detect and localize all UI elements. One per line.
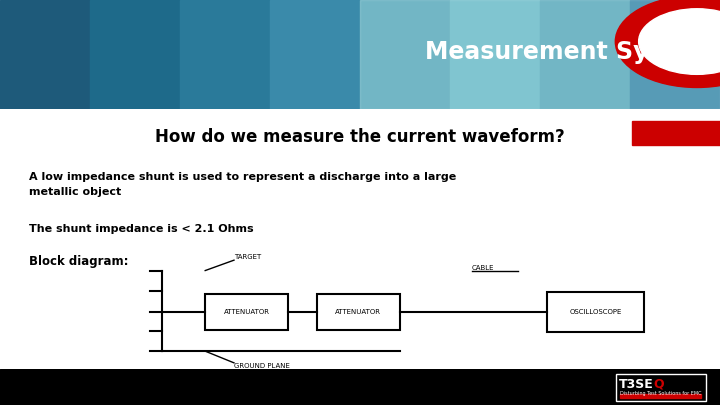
- Text: Block diagram:: Block diagram:: [29, 255, 128, 268]
- Bar: [90, 0, 180, 109]
- Bar: [631, 122, 720, 145]
- Text: A low impedance shunt is used to represent a discharge into a large
metallic obj: A low impedance shunt is used to represe…: [29, 172, 456, 196]
- Bar: [0, 0, 90, 109]
- Text: How do we measure the current waveform?: How do we measure the current waveform?: [155, 128, 565, 145]
- Bar: [547, 292, 644, 332]
- Bar: [620, 394, 701, 398]
- Bar: [360, 0, 450, 109]
- Text: ATTENUATOR: ATTENUATOR: [224, 309, 269, 315]
- Bar: [180, 0, 270, 109]
- Bar: [630, 0, 720, 109]
- Bar: [270, 0, 360, 109]
- Bar: [540, 0, 630, 109]
- Bar: [317, 294, 400, 330]
- Text: GROUND PLANE: GROUND PLANE: [234, 363, 290, 369]
- Bar: [450, 0, 540, 109]
- Text: ATTENUATOR: ATTENUATOR: [336, 309, 381, 315]
- Text: TARGET: TARGET: [234, 254, 261, 260]
- Text: Measurement System: Measurement System: [425, 40, 714, 64]
- Circle shape: [639, 9, 720, 75]
- Circle shape: [616, 0, 720, 87]
- Text: OSCILLOSCOPE: OSCILLOSCOPE: [570, 309, 622, 315]
- Text: CABLE: CABLE: [472, 264, 494, 271]
- Bar: [616, 374, 706, 401]
- Text: The shunt impedance is < 2.1 Ohms: The shunt impedance is < 2.1 Ohms: [29, 224, 253, 234]
- Bar: [205, 294, 288, 330]
- Text: T3SE: T3SE: [618, 377, 654, 391]
- Text: Disturbing Test Solutions for EMC: Disturbing Test Solutions for EMC: [620, 391, 701, 396]
- Bar: [360, 0, 720, 109]
- Text: Q: Q: [654, 377, 664, 391]
